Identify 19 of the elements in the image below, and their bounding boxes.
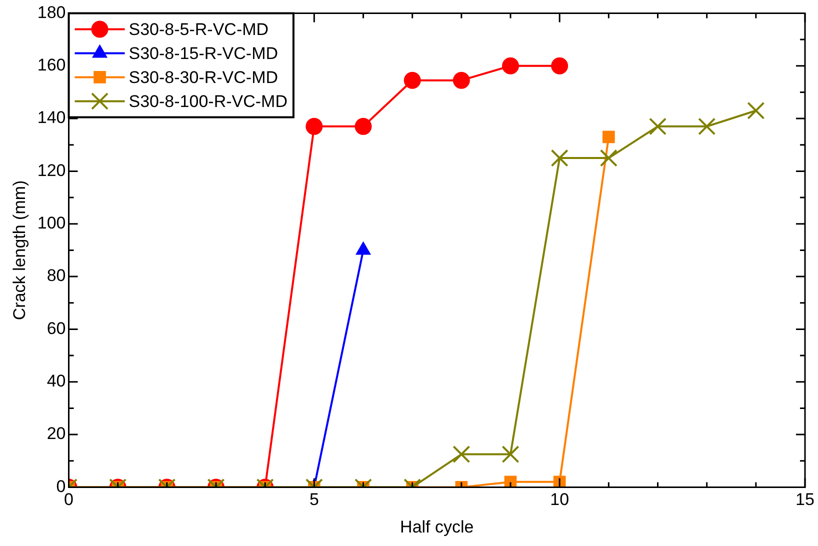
legend-label: S30-8-30-R-VC-MD — [128, 68, 278, 87]
y-tick-label: 0 — [56, 476, 66, 496]
y-tick-label: 140 — [37, 108, 66, 128]
y-tick-label: 160 — [37, 56, 66, 75]
x-axis-title: Half cycle — [400, 517, 474, 536]
y-tick-label: 20 — [46, 424, 66, 444]
legend-label: S30-8-15-R-VC-MD — [128, 44, 278, 63]
y-tick-label: 100 — [37, 214, 66, 233]
y-tick-label: 180 — [37, 2, 66, 22]
y-tick-label: 80 — [46, 266, 66, 286]
x-tick-label: 15 — [796, 490, 814, 510]
y-tick-label: 120 — [37, 160, 66, 180]
y-tick-label: 40 — [46, 372, 66, 391]
x-tick-label: 10 — [550, 490, 570, 510]
y-tick-label: 60 — [46, 318, 66, 338]
y-axis-title: Crack length (mm) — [10, 180, 29, 320]
x-tick-label: 5 — [309, 490, 319, 510]
legend-label: S30-8-5-R-VC-MD — [128, 20, 269, 39]
legend-label: S30-8-100-R-VC-MD — [128, 92, 288, 111]
